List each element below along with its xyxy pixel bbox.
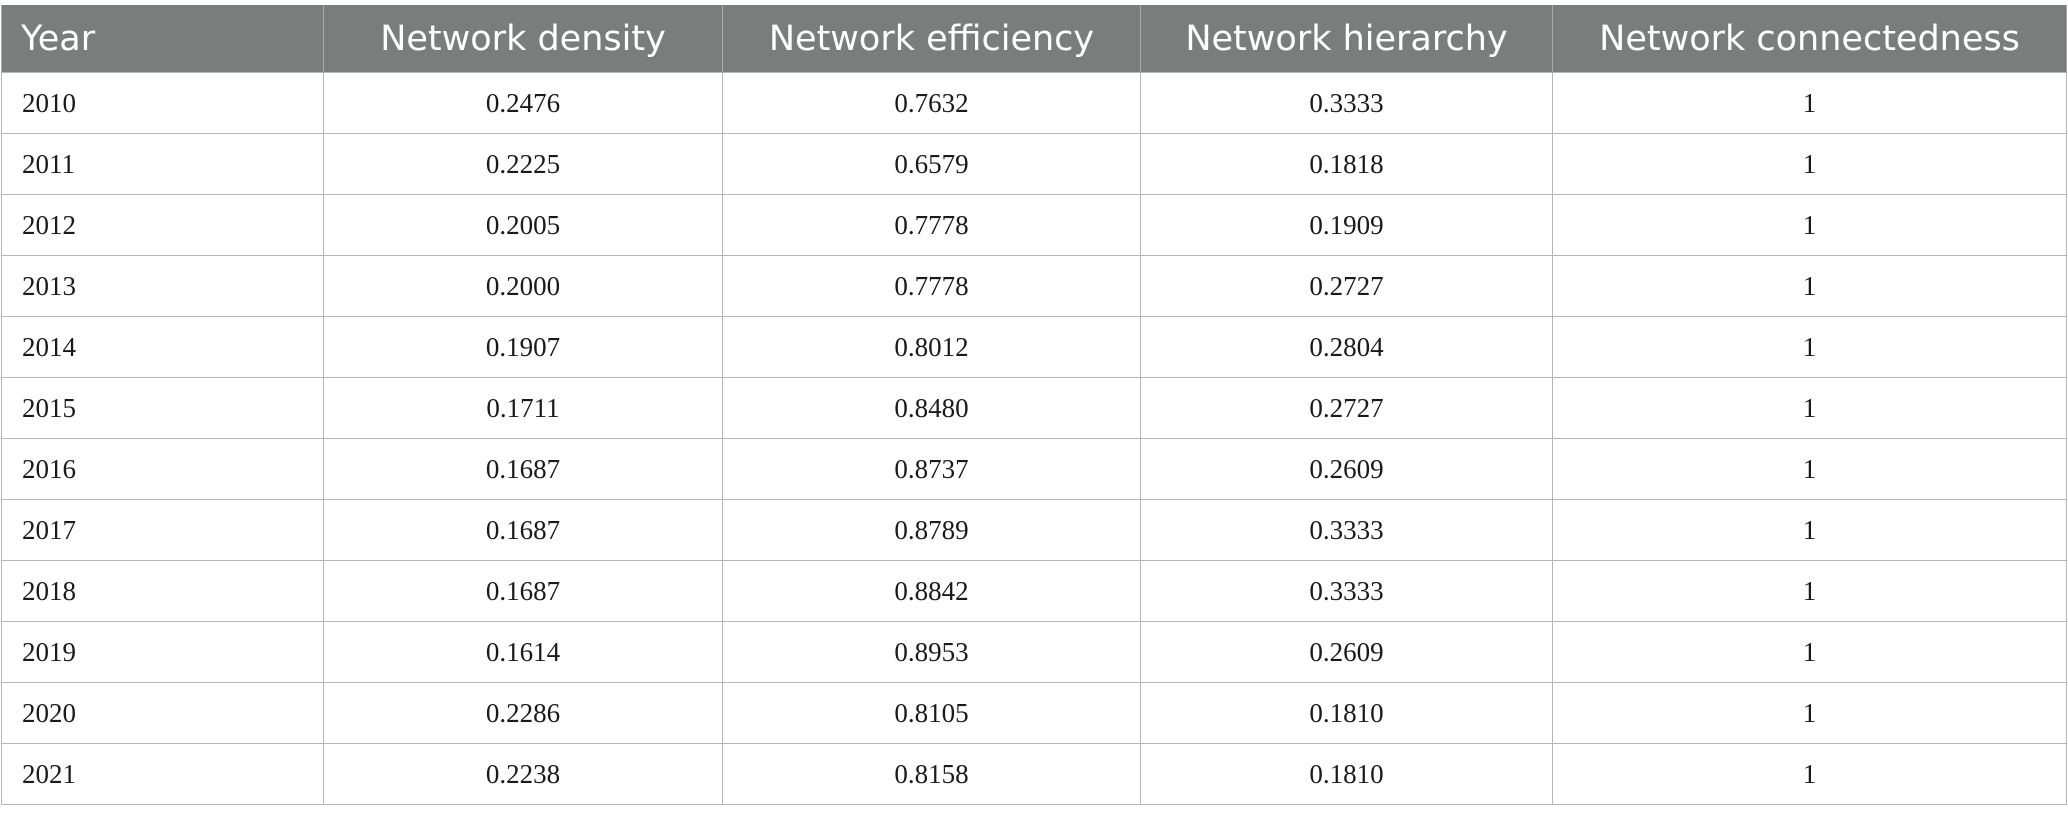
network-hierarchy-cell: 0.3333 (1140, 72, 1553, 134)
table-row: 2013 0.2000 0.7778 0.2727 1 (1, 255, 2067, 317)
network-connectedness-cell: 1 (1552, 255, 2067, 317)
network-density-cell: 0.1687 (323, 560, 723, 622)
network-hierarchy-cell: 0.1810 (1140, 743, 1553, 805)
table-row: 2012 0.2005 0.7778 0.1909 1 (1, 194, 2067, 256)
network-connectedness-cell: 1 (1552, 438, 2067, 500)
column-header-year: Year (1, 5, 324, 73)
network-connectedness-cell: 1 (1552, 621, 2067, 683)
year-cell: 2011 (1, 133, 324, 195)
network-efficiency-cell: 0.8158 (722, 743, 1141, 805)
network-connectedness-cell: 1 (1552, 499, 2067, 561)
network-density-cell: 0.1907 (323, 316, 723, 378)
network-density-cell: 0.2286 (323, 682, 723, 744)
network-density-cell: 0.2005 (323, 194, 723, 256)
network-hierarchy-cell: 0.1810 (1140, 682, 1553, 744)
network-efficiency-cell: 0.8842 (722, 560, 1141, 622)
network-efficiency-cell: 0.7778 (722, 194, 1141, 256)
network-density-cell: 0.1614 (323, 621, 723, 683)
table-row: 2021 0.2238 0.8158 0.1810 1 (1, 743, 2067, 805)
year-cell: 2018 (1, 560, 324, 622)
table-row: 2016 0.1687 0.8737 0.2609 1 (1, 438, 2067, 500)
network-density-cell: 0.1687 (323, 438, 723, 500)
network-efficiency-cell: 0.8012 (722, 316, 1141, 378)
network-efficiency-cell: 0.6579 (722, 133, 1141, 195)
column-header-network-hierarchy: Network hierarchy (1140, 5, 1553, 73)
table-row: 2015 0.1711 0.8480 0.2727 1 (1, 377, 2067, 439)
table-row: 2019 0.1614 0.8953 0.2609 1 (1, 621, 2067, 683)
table-body: 2010 0.2476 0.7632 0.3333 1 2011 0.2225 0.6579 0… (1, 72, 2067, 805)
header-row: Year Network density Network efficiency … (1, 5, 2067, 73)
network-connectedness-cell: 1 (1552, 194, 2067, 256)
network-connectedness-cell: 1 (1552, 377, 2067, 439)
table-row: 2014 0.1907 0.8012 0.2804 1 (1, 316, 2067, 378)
network-hierarchy-cell: 0.3333 (1140, 560, 1553, 622)
network-connectedness-cell: 1 (1552, 743, 2067, 805)
table-row: 2010 0.2476 0.7632 0.3333 1 (1, 72, 2067, 134)
network-efficiency-cell: 0.8789 (722, 499, 1141, 561)
network-hierarchy-cell: 0.2727 (1140, 255, 1553, 317)
table-row: 2017 0.1687 0.8789 0.3333 1 (1, 499, 2067, 561)
network-hierarchy-cell: 0.2804 (1140, 316, 1553, 378)
table-row: 2018 0.1687 0.8842 0.3333 1 (1, 560, 2067, 622)
network-efficiency-cell: 0.8480 (722, 377, 1141, 439)
network-efficiency-cell: 0.7632 (722, 72, 1141, 134)
year-cell: 2021 (1, 743, 324, 805)
year-cell: 2015 (1, 377, 324, 439)
network-efficiency-cell: 0.8105 (722, 682, 1141, 744)
year-cell: 2020 (1, 682, 324, 744)
table-row: 2020 0.2286 0.8105 0.1810 1 (1, 682, 2067, 744)
year-cell: 2014 (1, 316, 324, 378)
network-density-cell: 0.1687 (323, 499, 723, 561)
network-connectedness-cell: 1 (1552, 72, 2067, 134)
network-hierarchy-cell: 0.1909 (1140, 194, 1553, 256)
table-header: Year Network density Network efficiency … (1, 5, 2067, 73)
year-cell: 2016 (1, 438, 324, 500)
year-cell: 2019 (1, 621, 324, 683)
network-hierarchy-cell: 0.3333 (1140, 499, 1553, 561)
network-density-cell: 0.2238 (323, 743, 723, 805)
year-cell: 2017 (1, 499, 324, 561)
network-hierarchy-cell: 0.2609 (1140, 621, 1553, 683)
table-row: 2011 0.2225 0.6579 0.1818 1 (1, 133, 2067, 195)
network-efficiency-cell: 0.8953 (722, 621, 1141, 683)
network-efficiency-cell: 0.8737 (722, 438, 1141, 500)
network-hierarchy-cell: 0.1818 (1140, 133, 1553, 195)
network-connectedness-cell: 1 (1552, 682, 2067, 744)
network-connectedness-cell: 1 (1552, 133, 2067, 195)
network-density-cell: 0.2000 (323, 255, 723, 317)
column-header-network-density: Network density (323, 5, 723, 73)
network-metrics-table: Year Network density Network efficiency … (1, 5, 2067, 805)
network-efficiency-cell: 0.7778 (722, 255, 1141, 317)
network-connectedness-cell: 1 (1552, 316, 2067, 378)
year-cell: 2013 (1, 255, 324, 317)
network-connectedness-cell: 1 (1552, 560, 2067, 622)
column-header-network-efficiency: Network efficiency (722, 5, 1141, 73)
network-hierarchy-cell: 0.2727 (1140, 377, 1553, 439)
year-cell: 2012 (1, 194, 324, 256)
network-density-cell: 0.2225 (323, 133, 723, 195)
network-density-cell: 0.1711 (323, 377, 723, 439)
column-header-network-connectedness: Network connectedness (1552, 5, 2067, 73)
data-table-container: Year Network density Network efficiency … (1, 5, 2067, 805)
year-cell: 2010 (1, 72, 324, 134)
network-hierarchy-cell: 0.2609 (1140, 438, 1553, 500)
network-density-cell: 0.2476 (323, 72, 723, 134)
